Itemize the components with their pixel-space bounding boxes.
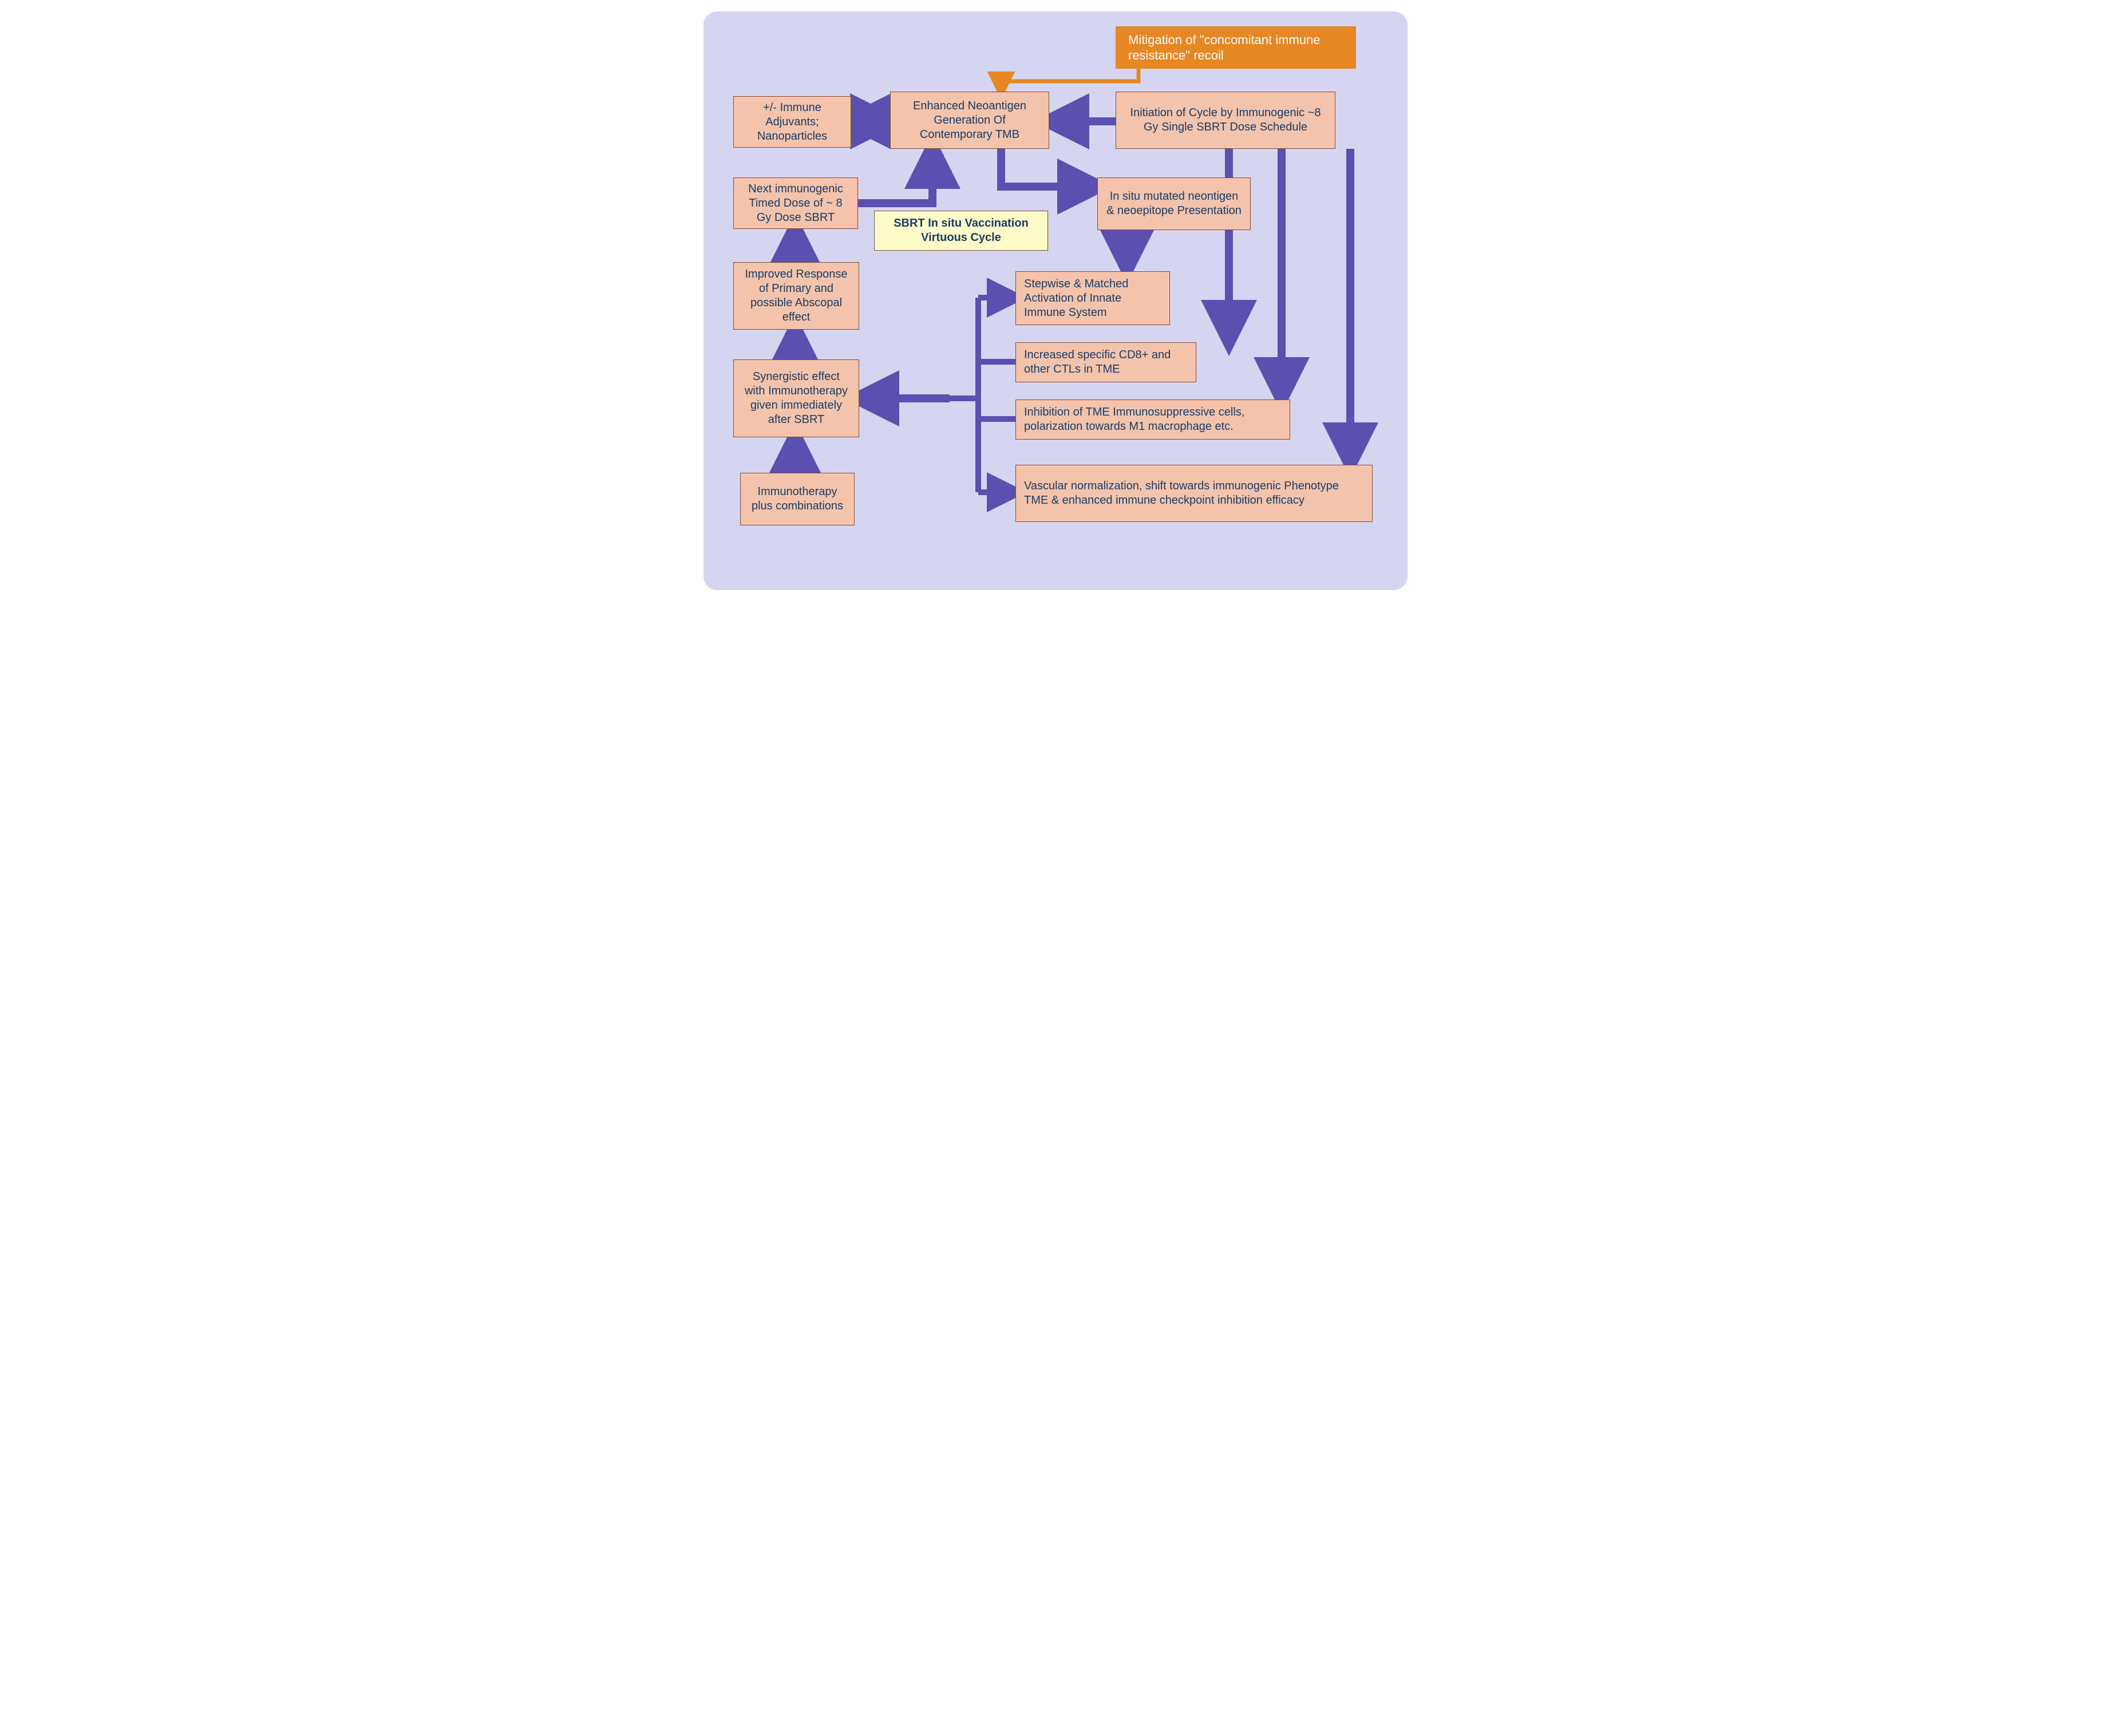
node-label: Synergistic effect with Immunotherapy gi…: [742, 370, 851, 427]
node-improved: Improved Response of Primary and possibl…: [733, 262, 859, 330]
node-label: Increased specific CD8+ and other CTLs i…: [1024, 348, 1188, 377]
node-label: Vascular normalization, shift towards im…: [1024, 479, 1364, 508]
node-label: In situ mutated neontigen & neoepitope P…: [1106, 189, 1242, 218]
node-vascular: Vascular normalization, shift towards im…: [1015, 465, 1373, 522]
edge-nextdose-to-neoantigen: [858, 149, 932, 203]
node-synergistic: Synergistic effect with Immunotherapy gi…: [733, 359, 859, 437]
node-insitu: In situ mutated neontigen & neoepitope P…: [1097, 177, 1251, 230]
node-label: Immunotherapy plus combinations: [749, 485, 846, 513]
flowchart-canvas: Mitigation of "concomitant immune resist…: [703, 11, 1408, 590]
node-cd8: Increased specific CD8+ and other CTLs i…: [1015, 342, 1196, 382]
node-title: SBRT In situ Vaccination Virtuous Cycle: [874, 211, 1048, 251]
node-inhibition: Inhibition of TME Immunosuppressive cell…: [1015, 400, 1290, 440]
node-label: Improved Response of Primary and possibl…: [742, 267, 851, 325]
node-label: Enhanced Neoantigen Generation Of Contem…: [899, 99, 1041, 142]
node-stepwise: Stepwise & Matched Activation of Innate …: [1015, 271, 1170, 325]
node-label: Initiation of Cycle by Immunogenic ~8 Gy…: [1124, 106, 1327, 135]
node-label: Stepwise & Matched Activation of Innate …: [1024, 277, 1161, 320]
node-nextdose: Next immunogenic Timed Dose of ~ 8 Gy Do…: [733, 177, 858, 229]
node-label: SBRT In situ Vaccination Virtuous Cycle: [883, 216, 1039, 245]
edge-mitigation-to-neoantigen: [1001, 69, 1138, 92]
node-label: +/- Immune Adjuvants; Nanoparticles: [742, 101, 843, 144]
node-neoantigen: Enhanced Neoantigen Generation Of Contem…: [890, 92, 1049, 149]
node-label: Mitigation of "concomitant immune resist…: [1128, 32, 1343, 64]
node-immunoplus: Immunotherapy plus combinations: [740, 473, 855, 525]
node-initiation: Initiation of Cycle by Immunogenic ~8 Gy…: [1116, 92, 1335, 149]
node-label: Next immunogenic Timed Dose of ~ 8 Gy Do…: [742, 182, 849, 225]
node-mitigation: Mitigation of "concomitant immune resist…: [1116, 26, 1356, 69]
node-adjuvants: +/- Immune Adjuvants; Nanoparticles: [733, 96, 851, 148]
node-label: Inhibition of TME Immunosuppressive cell…: [1024, 405, 1282, 434]
edge-neoantigen-to-insitu: [1001, 149, 1097, 187]
